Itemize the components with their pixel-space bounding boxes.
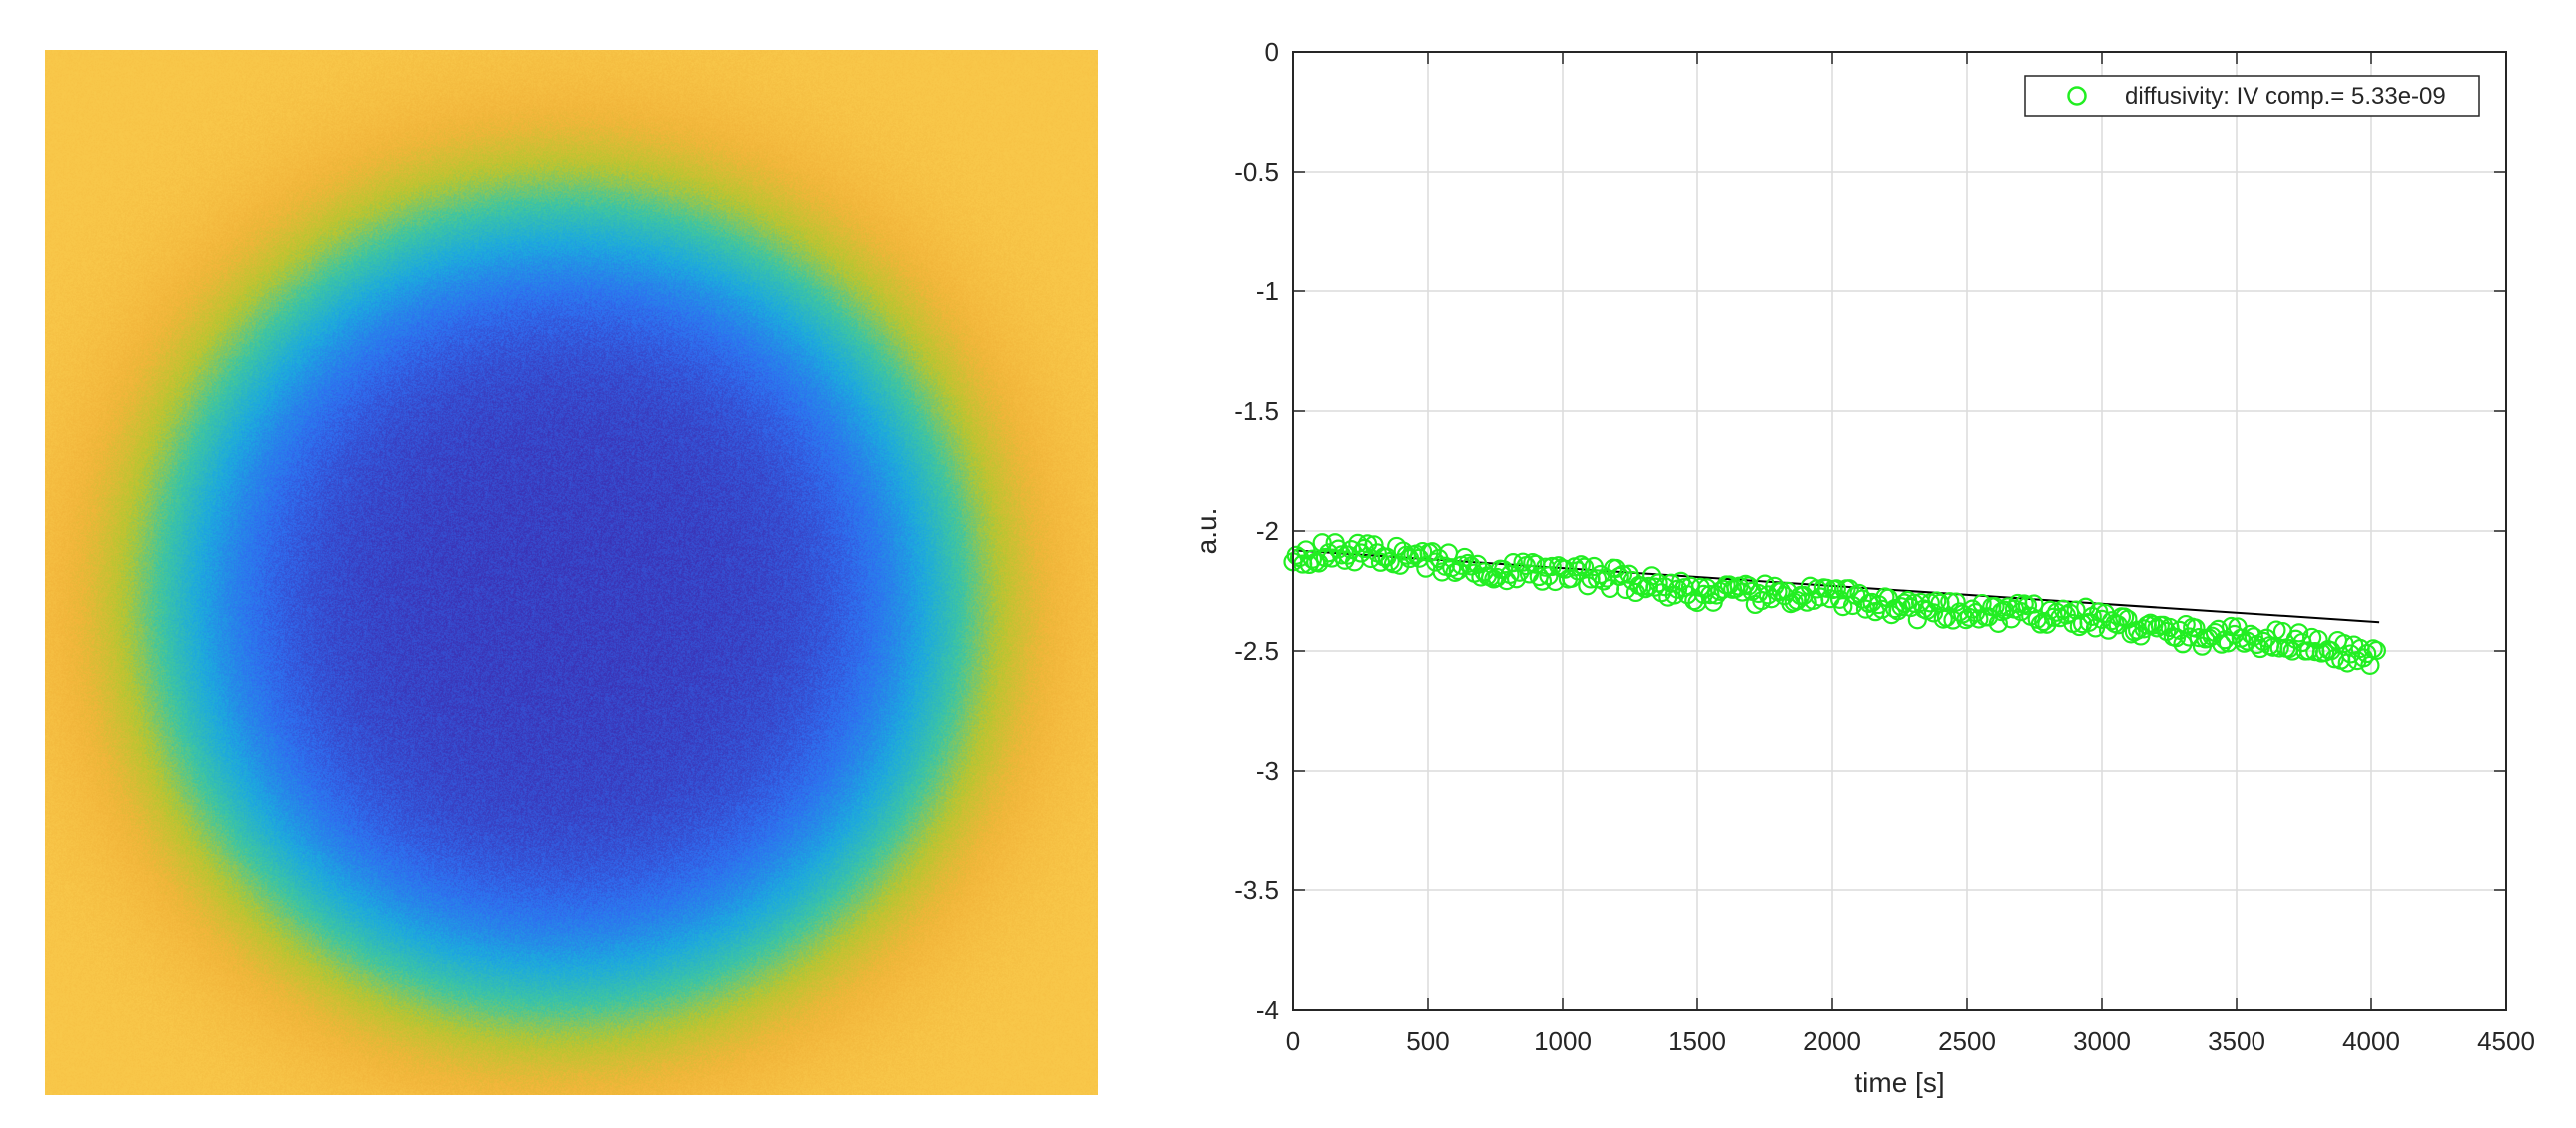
- data-point: [1826, 579, 1846, 599]
- x-tick-labels: 0 500 1000 1500 2000 2500 3000 3500 4000 4500: [1286, 1026, 2535, 1056]
- data-point: [1978, 607, 1999, 627]
- data-point: [1354, 538, 1374, 559]
- tick-marks: [1292, 51, 2507, 1011]
- data-point: [1771, 581, 1791, 601]
- data-point: [1542, 556, 1562, 577]
- data-point: [2289, 623, 2309, 643]
- intensity-heatmap: [45, 50, 1098, 1095]
- x-tick-label: 1500: [1668, 1026, 1726, 1056]
- data-point: [1312, 533, 1332, 553]
- x-tick-label: 3500: [2208, 1026, 2265, 1056]
- data-point: [2186, 618, 2206, 638]
- fit-line-layer: [1292, 549, 2380, 624]
- data-point: [1571, 555, 1591, 575]
- x-tick-label: 2000: [1803, 1026, 1861, 1056]
- y-tick-label: 0: [1265, 37, 1279, 67]
- data-point: [1927, 591, 1947, 611]
- x-tick-label: 4000: [2342, 1026, 2400, 1056]
- data-points: [1283, 533, 2386, 675]
- x-tick-label: 0: [1286, 1026, 1300, 1056]
- data-point: [1833, 597, 1853, 617]
- data-point: [1532, 571, 1553, 591]
- data-point: [2366, 640, 2386, 661]
- legend-marker: [2067, 86, 2087, 106]
- data-point: [1940, 592, 1960, 612]
- y-tick-label: -4: [1256, 995, 1279, 1025]
- x-tick-label: 1000: [1534, 1026, 1592, 1056]
- y-tick-label: -1.5: [1234, 396, 1279, 426]
- data-point: [2157, 621, 2177, 642]
- legend: diffusivity: IV comp.= 5.33e-09: [2024, 75, 2480, 117]
- data-point: [1513, 552, 1533, 572]
- x-tick-label: 500: [1406, 1026, 1449, 1056]
- data-point: [1923, 603, 1944, 623]
- data-point: [1816, 578, 1837, 598]
- y-tick-label: -2: [1256, 516, 1279, 546]
- data-point: [1946, 592, 1966, 612]
- fit-line: [1292, 549, 2380, 624]
- data-point: [1390, 555, 1410, 575]
- data-point: [2098, 620, 2119, 640]
- x-tick-label: 2500: [1938, 1026, 1996, 1056]
- data-point: [2212, 634, 2232, 654]
- x-tick-label: 3000: [2073, 1026, 2131, 1056]
- data-point: [1458, 553, 1478, 574]
- data-point: [1445, 562, 1465, 582]
- data-point: [1335, 550, 1355, 570]
- data-point: [1891, 597, 1911, 617]
- y-tick-labels: 0 -0.5 -1 -1.5 -2 -2.5 -3 -3.5 -4: [1234, 37, 1279, 1025]
- data-point: [1574, 557, 1595, 577]
- data-point: [1956, 610, 1976, 630]
- data-point: [1309, 553, 1329, 573]
- data-point: [1612, 564, 1633, 585]
- data-point: [2205, 622, 2225, 643]
- data-point: [2115, 607, 2135, 627]
- data-point: [1510, 562, 1530, 582]
- y-tick-label: -1: [1256, 277, 1279, 306]
- y-tick-label: -2.5: [1234, 636, 1279, 666]
- legend-entry: diffusivity: IV comp.= 5.33e-09: [2125, 83, 2446, 110]
- data-point: [1661, 573, 1681, 593]
- y-tick-label: -3.5: [1234, 875, 1279, 905]
- y-axis-label: a.u.: [1191, 508, 1222, 555]
- data-point: [2173, 634, 2193, 654]
- y-tick-label: -0.5: [1234, 157, 1279, 187]
- data-point: [1364, 535, 1384, 555]
- y-tick-label: -3: [1256, 756, 1279, 786]
- x-axis-label: time [s]: [1854, 1067, 1944, 1098]
- heatmap-canvas: [45, 50, 1098, 1095]
- legend-box: [2024, 75, 2480, 117]
- x-tick-label: 4500: [2477, 1026, 2535, 1056]
